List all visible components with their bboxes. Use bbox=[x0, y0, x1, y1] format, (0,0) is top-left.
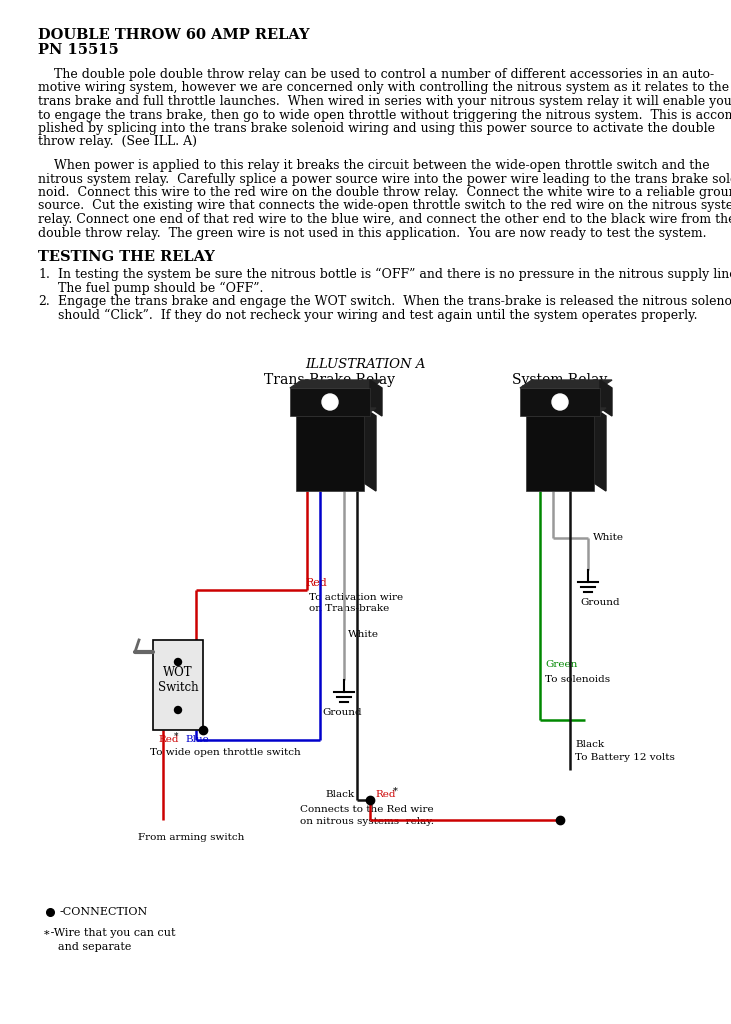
Text: double throw relay.  The green wire is not used in this application.  You are no: double throw relay. The green wire is no… bbox=[38, 226, 706, 240]
Text: relay. Connect one end of that red wire to the blue wire, and connect the other : relay. Connect one end of that red wire … bbox=[38, 213, 731, 226]
Text: ILLUSTRATION A: ILLUSTRATION A bbox=[305, 358, 425, 371]
Text: noid.  Connect this wire to the red wire on the double throw relay.  Connect the: noid. Connect this wire to the red wire … bbox=[38, 186, 731, 199]
Text: Blue: Blue bbox=[185, 735, 209, 744]
Text: Trans-Brake Relay: Trans-Brake Relay bbox=[265, 373, 395, 387]
Circle shape bbox=[175, 658, 181, 666]
Text: and separate: and separate bbox=[58, 942, 132, 952]
Text: PN 15515: PN 15515 bbox=[38, 43, 118, 57]
Text: Engage the trans brake and engage the WOT switch.  When the trans-brake is relea: Engage the trans brake and engage the WO… bbox=[58, 295, 731, 308]
Text: Black: Black bbox=[325, 790, 354, 799]
Text: White: White bbox=[348, 630, 379, 639]
Text: 2.: 2. bbox=[38, 295, 50, 308]
Polygon shape bbox=[290, 380, 382, 388]
Text: should “Click”.  If they do not recheck your wiring and test again until the sys: should “Click”. If they do not recheck y… bbox=[58, 308, 697, 322]
Text: on nitrous systems  relay.: on nitrous systems relay. bbox=[300, 817, 434, 826]
Text: To solenoids: To solenoids bbox=[545, 675, 610, 684]
Polygon shape bbox=[296, 408, 376, 416]
Text: -CONNECTION: -CONNECTION bbox=[60, 907, 148, 918]
Bar bbox=[153, 640, 203, 730]
Text: The fuel pump should be “OFF”.: The fuel pump should be “OFF”. bbox=[58, 282, 263, 295]
Text: Ground: Ground bbox=[580, 598, 620, 607]
Text: From arming switch: From arming switch bbox=[138, 833, 244, 842]
Text: In testing the system be sure the nitrous bottle is “OFF” and there is no pressu: In testing the system be sure the nitrou… bbox=[58, 268, 731, 282]
Text: *: * bbox=[393, 787, 398, 796]
Text: nitrous system relay.  Carefully splice a power source wire into the power wire : nitrous system relay. Carefully splice a… bbox=[38, 172, 731, 185]
Text: Connects to the Red wire: Connects to the Red wire bbox=[300, 805, 433, 814]
Text: Red: Red bbox=[305, 578, 327, 588]
Polygon shape bbox=[526, 408, 606, 416]
Circle shape bbox=[552, 394, 568, 410]
Bar bbox=[520, 388, 600, 416]
Text: Green: Green bbox=[545, 660, 577, 669]
Polygon shape bbox=[600, 380, 612, 416]
Text: to engage the trans brake, then go to wide open throttle without triggering the : to engage the trans brake, then go to wi… bbox=[38, 109, 731, 122]
Polygon shape bbox=[370, 380, 382, 416]
Text: To wide open throttle switch: To wide open throttle switch bbox=[150, 748, 300, 757]
Text: WOT
Switch: WOT Switch bbox=[158, 666, 198, 694]
Text: ∗-Wire that you can cut: ∗-Wire that you can cut bbox=[43, 928, 175, 938]
Text: source.  Cut the existing wire that connects the wide-open throttle switch to th: source. Cut the existing wire that conne… bbox=[38, 200, 731, 213]
Text: When power is applied to this relay it breaks the circuit between the wide-open : When power is applied to this relay it b… bbox=[38, 159, 710, 172]
Polygon shape bbox=[594, 408, 606, 490]
Text: DOUBLE THROW 60 AMP RELAY: DOUBLE THROW 60 AMP RELAY bbox=[38, 28, 309, 42]
Circle shape bbox=[175, 707, 181, 714]
Text: trans brake and full throttle launches.  When wired in series with your nitrous : trans brake and full throttle launches. … bbox=[38, 95, 731, 108]
Bar bbox=[296, 416, 364, 490]
Text: To activation wire: To activation wire bbox=[309, 593, 403, 602]
Text: Black: Black bbox=[575, 740, 604, 749]
Text: 1.: 1. bbox=[38, 268, 50, 281]
Text: on Trans-brake: on Trans-brake bbox=[309, 604, 389, 613]
Polygon shape bbox=[364, 408, 376, 490]
Text: Red: Red bbox=[158, 735, 178, 744]
Text: Ground: Ground bbox=[322, 708, 362, 717]
Polygon shape bbox=[520, 380, 612, 388]
Text: System Relay: System Relay bbox=[512, 373, 607, 387]
Bar bbox=[290, 388, 370, 416]
Text: Red: Red bbox=[375, 790, 395, 799]
Text: The double pole double throw relay can be used to control a number of different : The double pole double throw relay can b… bbox=[38, 68, 714, 81]
Text: *: * bbox=[174, 732, 178, 741]
Circle shape bbox=[322, 394, 338, 410]
Text: plished by splicing into the trans brake solenoid wiring and using this power so: plished by splicing into the trans brake… bbox=[38, 122, 715, 135]
Text: White: White bbox=[593, 534, 624, 542]
Bar bbox=[526, 416, 594, 490]
Text: motive wiring system, however we are concerned only with controlling the nitrous: motive wiring system, however we are con… bbox=[38, 82, 729, 94]
Text: throw relay.  (See ILL. A): throw relay. (See ILL. A) bbox=[38, 135, 197, 148]
Text: To Battery 12 volts: To Battery 12 volts bbox=[575, 753, 675, 762]
Text: TESTING THE RELAY: TESTING THE RELAY bbox=[38, 250, 215, 264]
